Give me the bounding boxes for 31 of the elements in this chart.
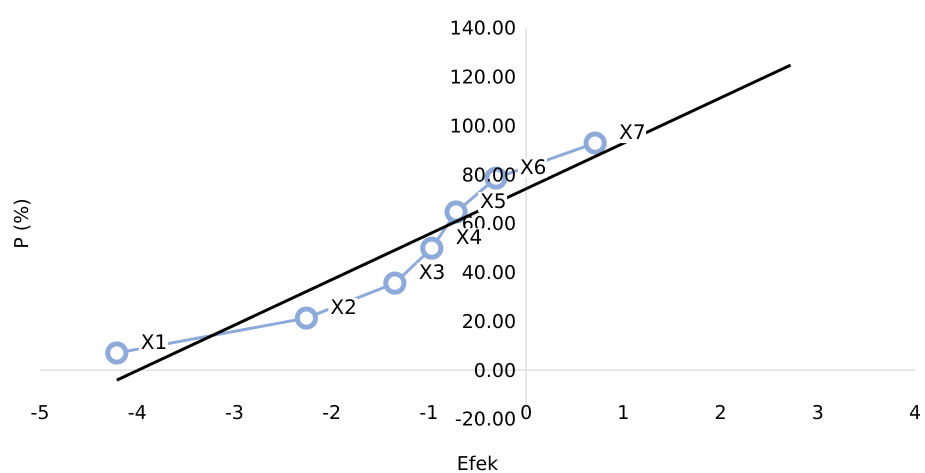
annotation: X3 [418, 260, 446, 284]
y-tick-label: 0.00 [474, 360, 516, 382]
point [383, 272, 406, 295]
x-tick-label: 4 [908, 402, 922, 424]
annotation: X6 [520, 155, 546, 180]
y-tick-label: 140.00 [450, 18, 516, 40]
y-tick-label: 100.00 [450, 115, 516, 138]
point [294, 306, 318, 330]
annotation: X2 [330, 295, 357, 320]
x-tick-label: 1 [617, 402, 630, 424]
y-axis-title: P (%) [11, 198, 33, 249]
y-tick-label: 80.00 [462, 164, 516, 186]
y-tick-label: -20.00 [454, 408, 516, 431]
x-tick-label: 0 [520, 402, 532, 424]
annotation: X5 [480, 189, 507, 214]
point [584, 132, 607, 155]
point [420, 236, 444, 260]
x-axis-title: Efek [456, 453, 498, 473]
x-tick-label: -5 [30, 402, 50, 424]
x-tick-label: -1 [419, 402, 438, 424]
x-tick-label: -2 [322, 402, 342, 424]
x-tick-label: 2 [714, 402, 727, 424]
x-tick-label: 3 [812, 402, 824, 424]
x-tick-label: -3 [224, 402, 244, 424]
x-tick-label: -4 [128, 402, 147, 424]
y-tick-label: 120.00 [450, 66, 516, 89]
y-tick-label: 40.00 [462, 262, 516, 284]
annotation: X7 [619, 120, 646, 144]
y-tick-label: 20.00 [462, 310, 516, 333]
point [105, 341, 128, 365]
annotation: X1 [140, 330, 168, 354]
